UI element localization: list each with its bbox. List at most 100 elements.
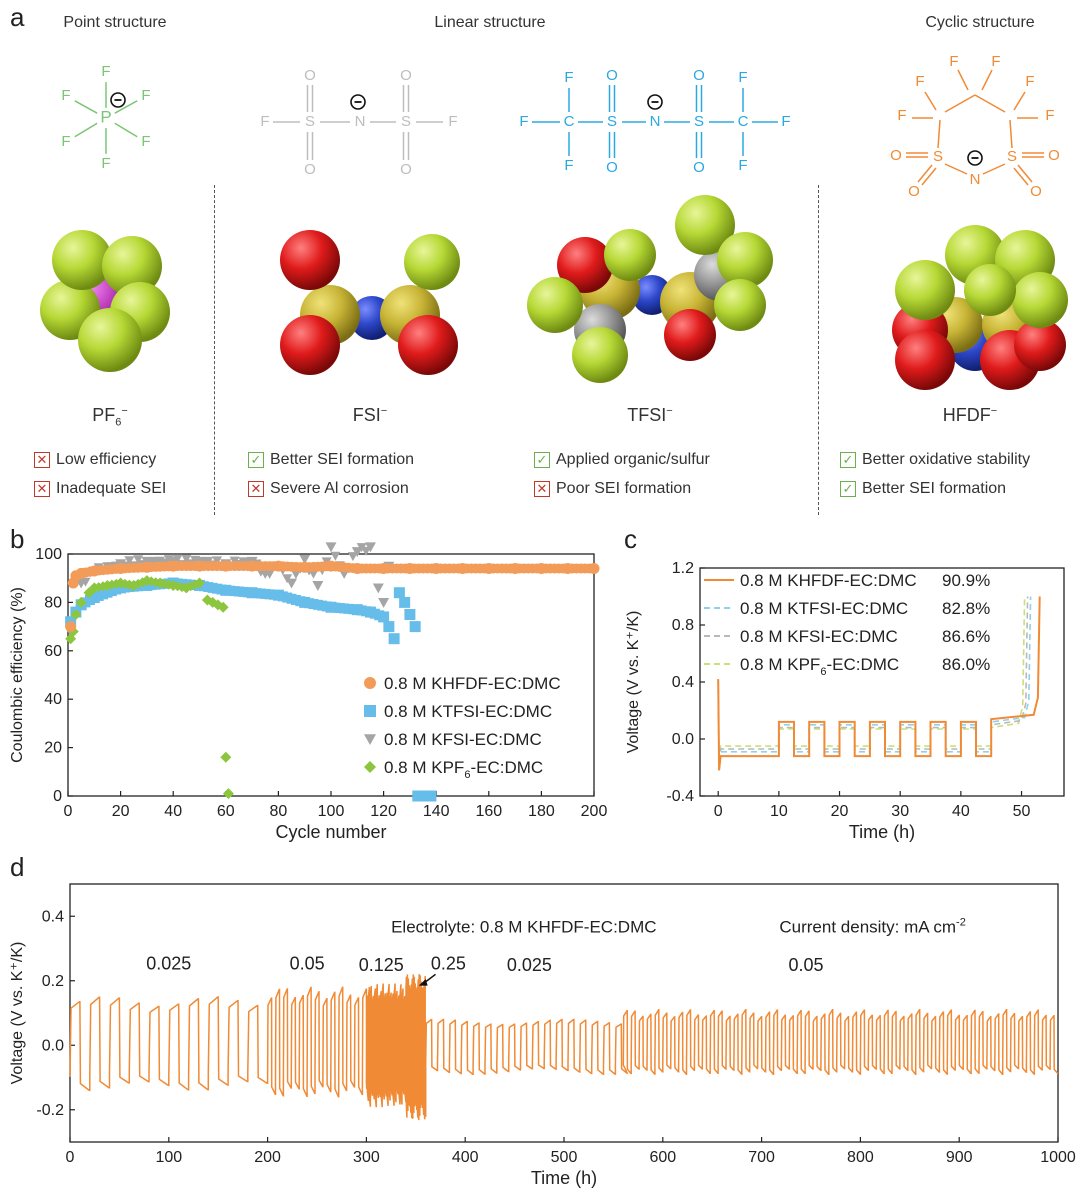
atom-O: O: [908, 183, 920, 200]
atom-O: O: [693, 67, 705, 84]
x-tick-label: 100: [318, 803, 345, 820]
x-axis-label: Cycle number: [275, 822, 386, 842]
bond: [74, 122, 98, 138]
bond: [957, 69, 969, 91]
data-point-triangle: [299, 554, 311, 565]
data-point-square: [364, 705, 376, 717]
fsi-space-filling-model: [280, 230, 460, 375]
y-tick-label: 0.0: [42, 1037, 64, 1054]
data-point-circle: [364, 677, 376, 689]
data-point-diamond: [75, 596, 87, 608]
tfsi-space-filling-model: [527, 195, 773, 383]
atom-F: F: [564, 157, 573, 174]
atom-O: O: [1030, 183, 1042, 200]
x-tick-label: 30: [891, 803, 909, 820]
atom-S: S: [305, 113, 315, 130]
y-tick-label: 60: [44, 643, 62, 660]
data-point-diamond: [190, 579, 201, 590]
bond: [114, 122, 138, 138]
tfsi-formula: F C F F S O O N S O O C F F F: [519, 67, 790, 176]
x-tick-label: 700: [748, 1149, 775, 1166]
panel-d-letter: d: [10, 852, 25, 882]
data-point-triangle: [372, 583, 384, 594]
y-tick-label: 0.4: [672, 674, 694, 691]
bond: [944, 94, 976, 113]
data-point-diamond: [364, 761, 376, 773]
data-point-triangle: [212, 556, 223, 566]
panel-b-letter: b: [10, 524, 25, 554]
feature-tfsi-2: ✕ Poor SEI formation: [534, 480, 691, 498]
x-tick-label: 300: [353, 1149, 380, 1166]
atom-F: F: [141, 87, 150, 104]
atom-O: O: [304, 161, 316, 178]
segment-label: 0.05: [290, 953, 325, 973]
bond: [74, 100, 98, 114]
data-point-diamond: [222, 788, 234, 800]
y-tick-label: 1.2: [672, 560, 694, 577]
series-line-2: [717, 596, 1029, 771]
feature-hfdf-2: ✓ Better SEI formation: [840, 480, 1006, 498]
bond: [917, 164, 933, 183]
charge-icon: [350, 94, 366, 110]
atom-S: S: [401, 113, 411, 130]
x-tick-label: 80: [270, 803, 288, 820]
atom-F: F: [738, 69, 747, 86]
data-point-square: [388, 633, 400, 645]
x-tick-label: 160: [475, 803, 502, 820]
x-tick-label: 1000: [1040, 1149, 1076, 1166]
divider-linear-cyclic: [818, 185, 819, 515]
legend-label: 0.8 M KHFDF-EC:DMC: [740, 571, 917, 590]
data-point-diamond: [167, 579, 179, 591]
cross-icon: ✕: [34, 481, 50, 497]
atom-O: O: [400, 67, 412, 84]
x-tick-label: 20: [112, 803, 130, 820]
x-tick-label: 500: [551, 1149, 578, 1166]
atom-S: S: [933, 148, 943, 165]
data-point-square: [409, 621, 421, 633]
bond: [1013, 167, 1029, 186]
atom-F: F: [1045, 107, 1054, 124]
atom-N: N: [355, 113, 366, 130]
feature-pf6-1: ✕ Low efficiency: [34, 451, 156, 469]
bond: [982, 163, 1006, 175]
legend-value: 86.0%: [942, 655, 990, 674]
atom-C: C: [738, 113, 749, 130]
atom-O: O: [693, 159, 705, 176]
y-tick-label: 0.4: [42, 908, 64, 925]
check-icon: ✓: [840, 452, 856, 468]
bond: [921, 167, 937, 186]
x-tick-label: 900: [946, 1149, 973, 1166]
cross-icon: ✕: [248, 481, 264, 497]
y-axis-label: Voltage (V vs. K⁺/K): [625, 611, 642, 754]
data-point-diamond: [212, 599, 224, 611]
feature-fsi-1: ✓ Better SEI formation: [248, 451, 414, 469]
pf6-space-filling-model: [40, 230, 170, 372]
data-point-diamond: [207, 596, 219, 608]
x-tick-label: 0: [714, 803, 723, 820]
data-point-square: [393, 587, 405, 599]
point-structure-header: Point structure: [63, 14, 167, 31]
voltage-trace: [69, 974, 1059, 1121]
y-tick-label: 0.2: [42, 973, 64, 990]
charge-icon: [110, 92, 126, 108]
y-tick-label: -0.2: [36, 1102, 64, 1119]
bond: [1017, 164, 1033, 183]
atom-N: N: [650, 113, 661, 130]
x-tick-label: 20: [831, 803, 849, 820]
data-point-diamond: [119, 578, 130, 589]
bond: [974, 94, 1006, 113]
ion-label-fsi: FSI−: [352, 405, 388, 425]
feature-tfsi-1: ✓ Applied organic/sulfur: [534, 451, 710, 469]
data-point-triangle: [286, 578, 298, 589]
bond: [114, 100, 138, 114]
atom-F: F: [260, 113, 269, 130]
check-icon: ✓: [248, 452, 264, 468]
series-line-3: [717, 596, 1026, 771]
data-point-circle: [65, 621, 77, 633]
data-point-triangle: [181, 554, 192, 564]
arrow-head: [418, 979, 428, 986]
divider-point-linear: [214, 185, 215, 515]
legend-label: 0.8 M KFSI-EC:DMC: [384, 730, 542, 749]
legend-value: 86.6%: [942, 627, 990, 646]
